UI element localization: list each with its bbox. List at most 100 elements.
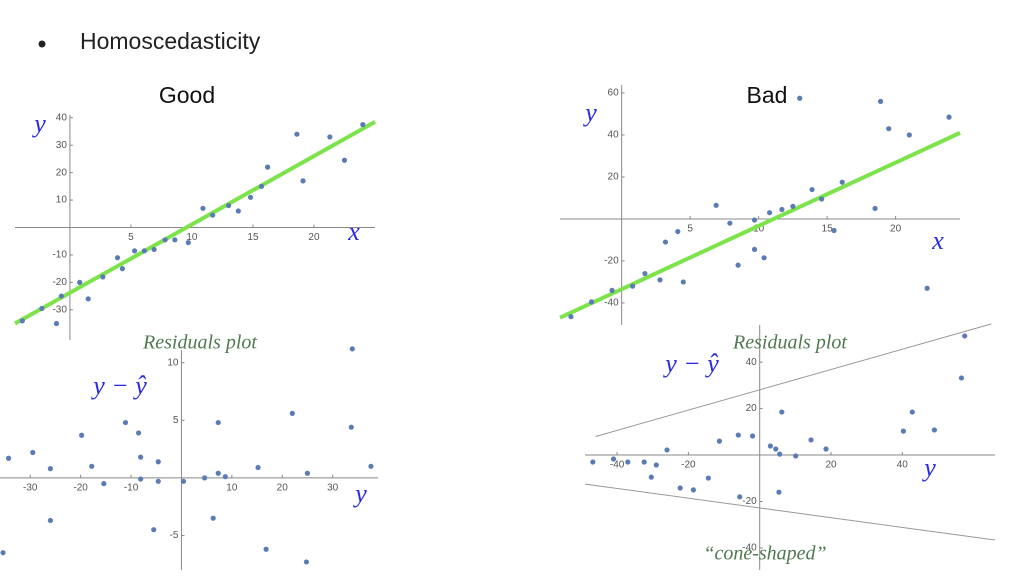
point [155,478,161,484]
point [790,203,796,209]
point [962,333,968,339]
y-tick-label: 30 [56,140,68,151]
point [263,546,269,552]
point [727,220,733,226]
point [776,489,782,495]
point [265,164,271,170]
point [47,466,54,472]
point [289,410,295,416]
y-tick-label: -40 [742,543,757,554]
point [0,550,6,556]
point [657,277,663,283]
point [53,320,60,327]
point [348,424,354,430]
point [368,463,374,469]
point [690,487,696,493]
x-axis-label: x [931,226,944,255]
point [360,122,366,128]
y-tick-label: -20 [604,256,619,267]
fit-line [14,120,376,326]
x-axis-label: y [352,479,367,508]
bullet-text: Homoscedasticity [80,28,261,54]
point [831,227,837,234]
point [793,453,799,459]
y-tick-label: 40 [746,357,758,368]
point [185,239,191,246]
y-axis-label: y [582,98,597,127]
point [155,459,161,465]
point [122,419,129,426]
x-tick-label: 40 [897,460,909,471]
y-tick-label: -40 [604,298,619,309]
point [341,157,348,163]
point [151,246,157,253]
point [210,515,216,521]
y-tick-label: -20 [742,496,757,507]
y-tick-label: 5 [173,415,179,426]
point [247,194,254,200]
y-tick-label: -30 [52,304,67,315]
point [761,255,767,261]
point [737,494,743,500]
fit-line [559,131,961,320]
point [766,210,773,216]
point [141,248,147,254]
point [735,432,741,438]
chart-title: Good [159,82,215,108]
point [906,132,912,138]
point [642,270,648,277]
point [610,456,617,462]
point [713,202,719,208]
point [255,464,261,471]
point [327,134,333,140]
y-tick-label: -10 [52,250,67,261]
point [808,437,814,443]
x-tick-label: 30 [327,482,339,493]
x-tick-label: 20 [890,224,902,235]
point [675,228,681,235]
point [680,279,686,285]
point [225,202,232,209]
x-tick-label: 15 [822,224,834,235]
x-tick-label: 10 [186,232,198,243]
x-axis-label: y [921,453,936,482]
y-tick-label: -5 [170,530,179,541]
x-tick-label: 5 [687,224,693,235]
point [89,463,95,469]
point [172,237,178,243]
chart-title: Residuals plot [142,332,257,354]
point [138,454,144,460]
point [648,474,654,480]
point [653,462,659,468]
y-tick-label: 10 [56,195,68,206]
point [735,262,741,268]
point [100,274,106,280]
y-axis-label: y − ŷ [90,371,147,400]
y-tick-label: 60 [608,88,620,99]
y-axis-label: y [31,109,46,138]
point [609,287,615,293]
point [202,475,208,481]
point [705,475,711,481]
point [588,299,595,305]
point [300,178,306,184]
point [151,527,157,533]
chart-title: Residuals plot [732,332,847,354]
point [749,433,756,439]
chart-title: Bad [747,82,788,108]
x-tick-label: 5 [128,232,134,243]
point [101,481,107,487]
y-tick-label: -20 [52,277,67,288]
point [819,196,825,202]
point [630,283,636,289]
y-tick-label: 20 [608,172,620,183]
point [777,451,783,457]
point [258,183,265,189]
point [215,470,221,476]
point [716,438,723,444]
point [767,443,773,449]
point [58,293,64,299]
point [797,95,803,101]
y-tick-label: 20 [56,167,68,178]
point [625,459,631,465]
